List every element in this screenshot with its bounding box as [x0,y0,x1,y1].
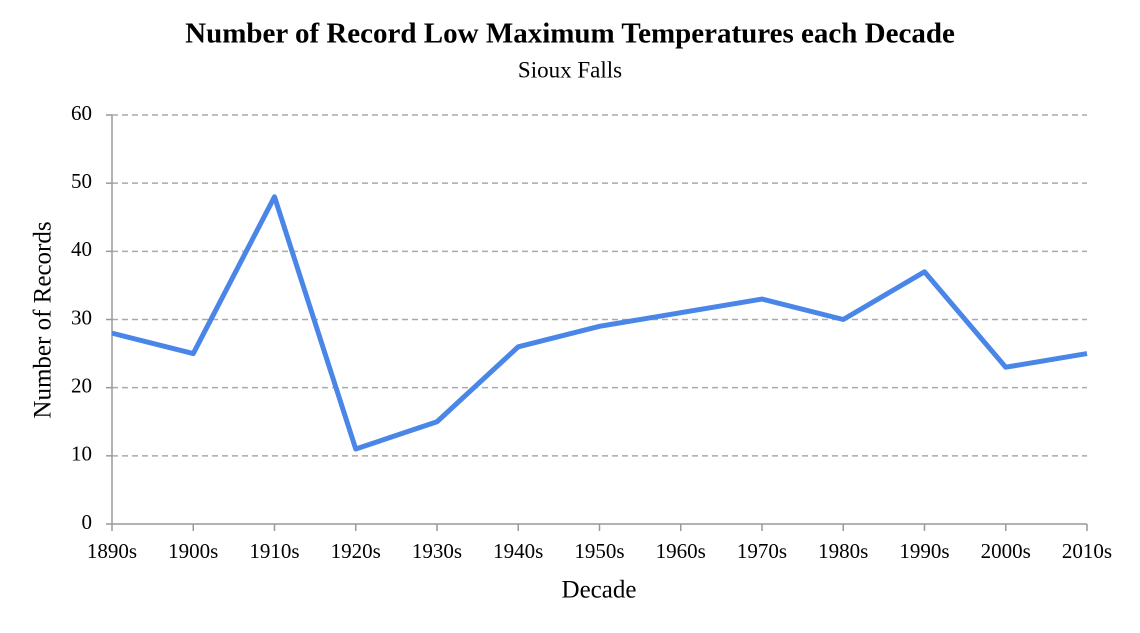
y-tick-label: 50 [71,169,92,193]
x-tick-label: 2000s [981,539,1031,563]
x-tick-label: 1980s [818,539,868,563]
y-axis-label: Number of Records [30,221,57,418]
y-tick-label: 0 [82,510,93,534]
x-tick-label: 1990s [899,539,949,563]
y-tick-label: 30 [71,305,92,329]
x-tick-label: 1950s [574,539,624,563]
data-line [111,194,1088,452]
chart-subtitle: Sioux Falls [518,57,622,82]
x-tick-label: 1970s [737,539,787,563]
x-tick-label: 1920s [331,539,381,563]
y-tick-label: 40 [71,237,92,261]
x-tick-label: 1930s [412,539,462,563]
x-tick-label: 1910s [249,539,299,563]
x-axis-label: Decade [562,577,637,604]
y-tick-label: 20 [71,373,92,397]
x-tick-label: 1960s [656,539,706,563]
chart-title: Number of Record Low Maximum Temperature… [185,18,955,50]
x-tick-label: 1940s [493,539,543,563]
x-tick-label: 2010s [1062,539,1112,563]
y-tick-label: 60 [71,101,92,125]
y-tick-label: 10 [71,442,92,466]
x-tick-label: 1890s [87,539,137,563]
x-tick-label: 1900s [168,539,218,563]
